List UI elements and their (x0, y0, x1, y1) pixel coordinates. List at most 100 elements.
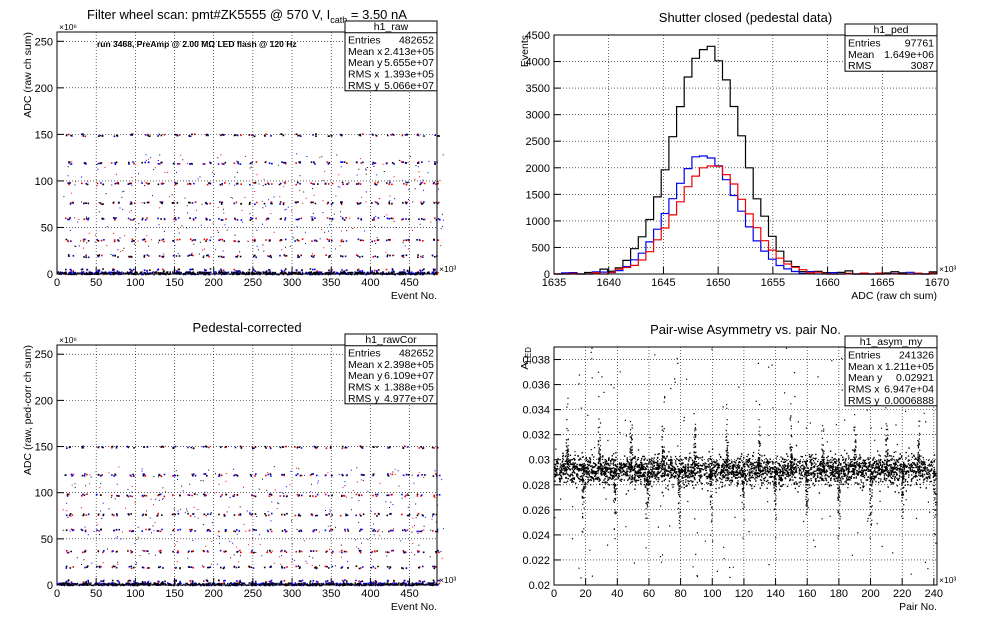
scatter-points-black (57, 133, 444, 276)
histogram-series-2 (554, 155, 937, 275)
panel-2: 1635 1640 1645 1650 1655 1660 1665 1670 0 500 1000… (519, 10, 956, 302)
x-tick-label: 200 (205, 588, 223, 600)
stats-value: 0.02921 (896, 372, 934, 384)
stats-label: Entries (848, 38, 881, 50)
plot-frame (56, 31, 438, 275)
x-tick-label: 250 (244, 588, 262, 600)
x-tick-label: 1640 (596, 277, 620, 289)
y-tick-label: 250 (35, 36, 53, 48)
x-tick-label: 350 (322, 588, 340, 600)
y-tick-label: 100 (35, 488, 53, 500)
y-tick-label: 0.038 (522, 355, 550, 367)
y-tick-label: 50 (41, 222, 53, 234)
x-tick-label: 1635 (542, 277, 566, 289)
y-tick-label: 0 (47, 580, 53, 592)
x-tick-label: 0 (54, 277, 60, 289)
x-tick-label: 20 (580, 588, 592, 600)
stats-value: 6.109e+07 (384, 370, 434, 382)
panel-3: 0 50 100 150 200 250 300 350 400 450 0 50 100 150 200 2… (22, 320, 456, 613)
x-tick-label: 100 (703, 588, 721, 600)
x-tick-label: 250 (244, 277, 262, 289)
stats-box-name: h1_asym_my (860, 336, 923, 348)
stats-value: 2.413e+05 (384, 46, 434, 58)
x-tick-label: 180 (830, 588, 848, 600)
panel-title: Shutter closed (pedestal data) (659, 10, 832, 25)
panel-title-main: Shutter closed (pedestal data) (659, 10, 832, 25)
stats-label: RMS y (348, 393, 380, 405)
x-exponent: ×10³ (439, 264, 456, 274)
y-tick-label: 500 (532, 242, 550, 254)
y-tick-label: 0.034 (522, 405, 550, 417)
x-tick-label: 40 (611, 588, 623, 600)
x-tick-label: 50 (90, 588, 102, 600)
stats-value: 6.947e+04 (884, 384, 934, 396)
scatter-points-blue (58, 133, 444, 276)
x-tick-label: 0 (551, 588, 557, 600)
y-axis-title: Events (519, 35, 531, 67)
stats-value: 2.398e+05 (384, 359, 434, 371)
y-tick-label: 1500 (526, 189, 550, 201)
y-tick-label: 250 (35, 349, 53, 361)
x-tick-label: 1670 (925, 277, 949, 289)
stats-box-name: h1_ped (873, 24, 908, 36)
x-tick-label: 100 (126, 277, 144, 289)
data-layer (57, 133, 444, 276)
x-tick-label: 0 (54, 588, 60, 600)
y-tick-label: 0.036 (522, 380, 550, 392)
y-axis-title: ADC (raw, ped-corr ch sum) (22, 345, 34, 475)
x-tick-label: 1645 (651, 277, 675, 289)
stats-value: 97761 (905, 38, 934, 50)
x-axis-title: Event No. (391, 290, 437, 302)
y-tick-label: 0.024 (522, 530, 550, 542)
panel-4: 0 20 40 60 80 100 120 140 160 180 200 220 240 0.02 0.0… (519, 322, 956, 613)
stats-value: 241326 (899, 350, 934, 362)
x-tick-label: 160 (798, 588, 816, 600)
y-tick-label: 0.022 (522, 555, 550, 567)
stats-box: h1_rawCor Entries 482652 Mean x 2.398e+05Mea… (344, 333, 438, 405)
panel-title-main: Pedestal-corrected (192, 320, 301, 335)
x-tick-label: 140 (766, 588, 784, 600)
y-tick-label: 0.02 (529, 580, 550, 592)
x-tick-label: 1665 (870, 277, 894, 289)
stats-value: 5.066e+07 (384, 80, 434, 92)
stats-label: Entries (348, 348, 381, 360)
stats-label: Mean y (348, 57, 383, 69)
stats-label: RMS x (348, 69, 380, 81)
x-tick-label: 300 (283, 588, 301, 600)
x-exponent: ×10³ (939, 264, 956, 274)
y-exponent: ×10⁶ (59, 22, 77, 32)
x-tick-label: 80 (674, 588, 686, 600)
x-tick-label: 1655 (761, 277, 785, 289)
x-tick-label: 450 (400, 277, 418, 289)
y-tick-label: 4500 (526, 30, 550, 42)
panel-title-main: Pair-wise Asymmetry vs. pair No. (650, 322, 841, 337)
scatter-points-red (65, 133, 442, 276)
scatter-points-blue (57, 445, 444, 587)
y-tick-label: 200 (35, 83, 53, 95)
y-axis-title: ALED (519, 347, 533, 370)
y-axis-title-sub: LED (524, 347, 533, 363)
y-tick-label: 0 (544, 269, 550, 281)
y-tick-label: 2000 (526, 163, 550, 175)
y-tick-label: 0.032 (522, 430, 550, 442)
panel-title: Filter wheel scan: pmt#ZK5555 @ 570 V, I… (87, 7, 407, 25)
stats-box-frame (844, 23, 938, 72)
stats-label: Mean y (848, 372, 883, 384)
asymmetry-band (554, 444, 936, 495)
x-tick-label: 350 (322, 277, 340, 289)
data-layer (554, 347, 937, 579)
stats-label: Mean y (348, 370, 383, 382)
plot-frame (553, 34, 938, 275)
stats-value: 1.393e+05 (384, 69, 434, 81)
x-axis-title: Pair No. (899, 601, 937, 613)
panel-title-sub: cath (330, 15, 347, 25)
stats-value: 1.388e+05 (384, 382, 434, 394)
y-tick-label: 200 (35, 395, 53, 407)
plot-frame (56, 344, 438, 586)
y-tick-label: 0.028 (522, 480, 550, 492)
stats-label: RMS x (348, 382, 380, 394)
stats-box-name: h1_raw (374, 21, 409, 33)
y-tick-label: 4000 (526, 57, 550, 69)
panel-title: Pedestal-corrected (192, 320, 301, 335)
